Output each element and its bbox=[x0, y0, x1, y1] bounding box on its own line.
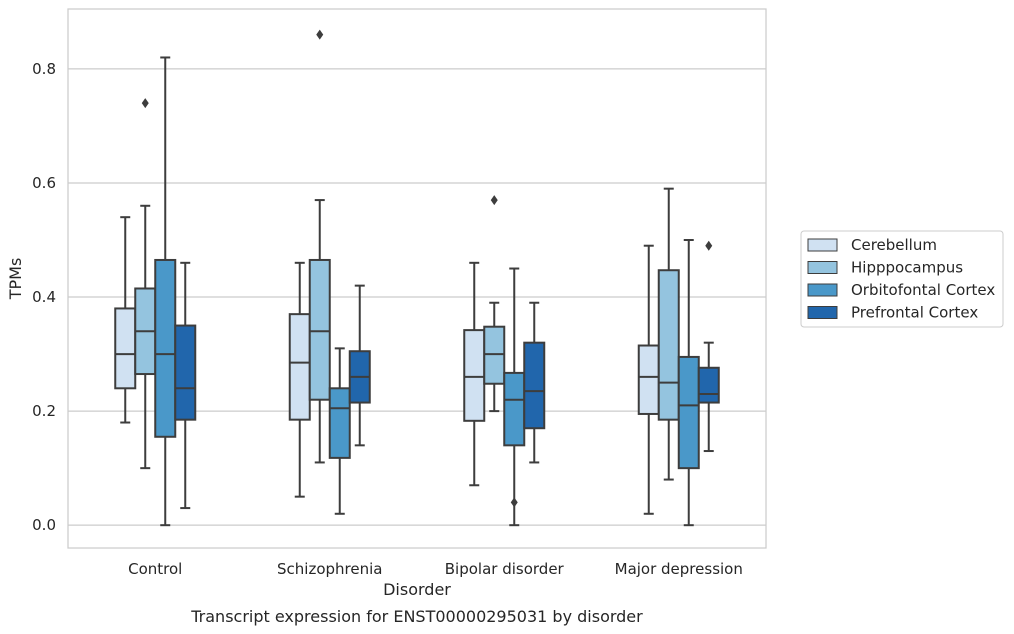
y-tick-label: 0.4 bbox=[32, 288, 56, 306]
box-body bbox=[154, 258, 177, 438]
box bbox=[503, 267, 526, 527]
box bbox=[637, 244, 660, 515]
y-axis-tick-labels: 0.0 0.2 0.4 0.6 0.8 bbox=[32, 60, 56, 534]
box-body bbox=[677, 355, 700, 470]
box bbox=[154, 56, 177, 527]
series-group bbox=[134, 29, 680, 481]
x-tick-label: Schizophrenia bbox=[277, 560, 382, 578]
y-tick-label: 0.2 bbox=[32, 402, 56, 420]
x-axis-label: Disorder bbox=[383, 580, 451, 599]
outlier-point bbox=[490, 195, 498, 206]
box-body bbox=[328, 387, 351, 459]
series-group bbox=[114, 216, 660, 515]
box bbox=[174, 261, 197, 510]
legend-item: Hipppocampus bbox=[807, 259, 963, 277]
legend-swatch bbox=[807, 261, 838, 274]
box-body bbox=[288, 313, 311, 421]
box bbox=[483, 195, 506, 413]
box-series-group bbox=[114, 29, 720, 527]
box-body bbox=[637, 344, 660, 415]
x-axis-tick-labels: Control Schizophrenia Bipolar disorder Majo… bbox=[128, 560, 743, 578]
box-body bbox=[697, 366, 720, 404]
legend-swatch bbox=[807, 306, 838, 319]
outlier-point bbox=[141, 98, 149, 109]
legend-item: Orbitofontal Cortex bbox=[807, 281, 995, 299]
box bbox=[657, 187, 680, 481]
plot-area-frame bbox=[67, 8, 767, 549]
box-body bbox=[503, 371, 526, 447]
figure-caption: Transcript expression for ENST0000029503… bbox=[190, 607, 643, 626]
y-tick-label: 0.0 bbox=[32, 516, 56, 534]
box-body bbox=[523, 341, 546, 430]
legend-label: Orbitofontal Cortex bbox=[851, 281, 995, 299]
box-body bbox=[174, 324, 197, 421]
legend-item: Prefrontal Cortex bbox=[807, 304, 978, 322]
box-body bbox=[114, 307, 137, 390]
legend-swatch bbox=[807, 283, 838, 297]
box-body bbox=[657, 269, 680, 421]
box bbox=[697, 240, 720, 453]
y-tick-label: 0.6 bbox=[32, 174, 56, 192]
box bbox=[288, 261, 311, 498]
legend-label: Hipppocampus bbox=[851, 259, 963, 277]
box-body bbox=[483, 325, 506, 385]
box bbox=[308, 29, 331, 464]
box bbox=[523, 301, 546, 464]
box bbox=[134, 98, 157, 470]
y-axis-label: TPMs bbox=[6, 258, 25, 301]
box bbox=[348, 284, 371, 447]
legend-label: Prefrontal Cortex bbox=[851, 304, 978, 322]
legend: Cerebellum Hipppocampus Orbitofontal Corte… bbox=[800, 230, 1004, 328]
x-tick-label: Major depression bbox=[615, 560, 743, 578]
box bbox=[328, 347, 351, 515]
box bbox=[677, 239, 700, 527]
box-body bbox=[463, 329, 486, 422]
legend-label: Cerebellum bbox=[851, 236, 937, 254]
y-tick-label: 0.8 bbox=[32, 60, 56, 78]
series-group bbox=[154, 56, 700, 527]
legend-frame bbox=[800, 230, 1004, 328]
outlier-point bbox=[705, 240, 713, 251]
x-tick-label: Control bbox=[128, 560, 182, 578]
outlier-point bbox=[510, 497, 518, 508]
box-body bbox=[308, 258, 331, 401]
series-group bbox=[174, 240, 720, 510]
outlier-point bbox=[316, 29, 324, 40]
x-tick-label: Bipolar disorder bbox=[445, 560, 565, 578]
legend-item: Cerebellum bbox=[807, 236, 937, 254]
legend-swatch bbox=[807, 238, 838, 252]
